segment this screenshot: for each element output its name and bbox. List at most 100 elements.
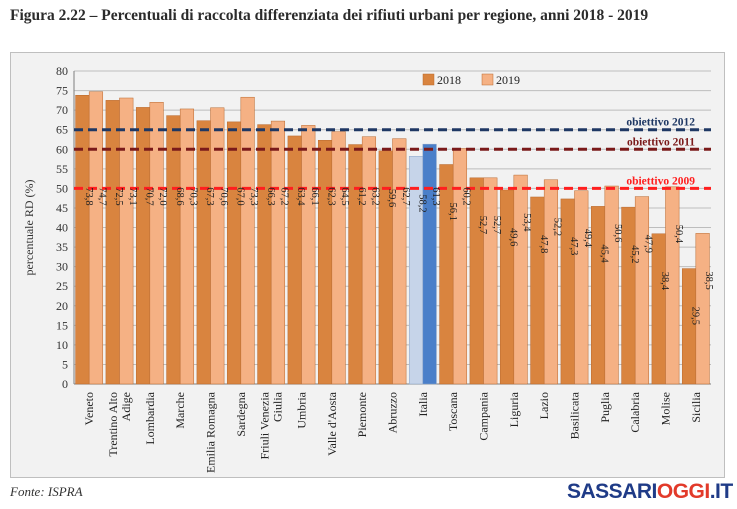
data-label-2019-15: 52,2 — [551, 218, 562, 236]
data-label-2018-15: 47,8 — [538, 235, 549, 253]
bar-2019-18 — [634, 196, 650, 385]
bar-2019-11 — [422, 143, 437, 385]
data-label-2019-11: 61,3 — [430, 187, 441, 205]
bar-2019-10 — [392, 138, 407, 385]
bar-chart: 0 5 10 15 20 25 30 35 40 45 50 55 60 65 70 75 80 percentu… — [22, 64, 714, 473]
bar-2018-1 — [105, 100, 120, 385]
y-tick-label: 60 — [56, 142, 68, 156]
y-axis-label: percentuale RD (%) — [22, 180, 36, 276]
data-label-2019-4: 70,6 — [218, 187, 229, 205]
data-label-2019-2: 72,0 — [157, 187, 168, 205]
data-label-2019-8: 64,5 — [339, 187, 350, 205]
y-tick-label: 5 — [62, 357, 68, 371]
data-label-2019-18: 47,9 — [642, 235, 653, 253]
data-label-2019-20: 38,5 — [703, 271, 714, 289]
data-label-2018-6: 66,3 — [265, 187, 276, 205]
y-tick-label: 20 — [56, 299, 68, 313]
data-label-2019-10: 62,7 — [400, 187, 411, 205]
category-label: Valle d'Aosta — [325, 391, 339, 455]
data-label-2018-11: 58,2 — [417, 194, 428, 212]
bar-2019-1 — [119, 97, 134, 385]
bar-2019-9 — [361, 136, 377, 385]
bar-2019-6 — [270, 120, 286, 385]
data-label-2019-1: 73,1 — [127, 187, 138, 205]
category-label: Veneto — [82, 392, 96, 425]
y-tick-label: 45 — [56, 201, 68, 215]
bar-2019-2 — [149, 102, 164, 385]
bar-2019-0 — [88, 91, 104, 385]
data-label-2018-19: 38,4 — [659, 272, 670, 291]
y-tick-label: 0 — [62, 377, 68, 391]
bar-2018-5 — [226, 121, 242, 385]
data-label-2018-4: 67,3 — [204, 187, 215, 205]
category-label: Sardegna — [234, 391, 248, 436]
data-label-2018-2: 70,7 — [144, 187, 155, 205]
data-label-2019-17: 50,6 — [612, 224, 623, 242]
data-label-2018-20: 29,5 — [690, 307, 701, 325]
bar-2018-13 — [469, 177, 484, 385]
brand-logo[interactable]: SASSARIOGGI.IT — [567, 480, 733, 504]
brand-part-1: SASSARI — [567, 480, 657, 503]
category-label: Adige — [119, 392, 133, 421]
data-label-2018-12: 56,1 — [447, 203, 458, 221]
bar-2019-4 — [210, 107, 225, 385]
category-label: Basilicata — [568, 391, 582, 439]
data-label-2019-19: 50,4 — [673, 225, 684, 244]
legend-label-2019: 2019 — [496, 73, 520, 87]
y-tick-label: 30 — [56, 260, 68, 274]
figure-title: Figura 2.22 – Percentuali di raccolta di… — [10, 7, 649, 24]
bar-2019-3 — [179, 108, 195, 385]
category-label: Italia — [416, 391, 430, 416]
data-label-2019-12: 60,2 — [460, 187, 471, 205]
data-label-2018-0: 73,8 — [83, 187, 94, 205]
legend-swatch-2019 — [481, 73, 494, 86]
y-tick-label: 40 — [56, 221, 68, 235]
data-label-2019-16: 49,4 — [582, 229, 593, 248]
category-label: Emilia Romagna — [204, 391, 218, 473]
brand-part-3: .IT — [709, 480, 734, 503]
y-tick-label: 15 — [56, 318, 68, 332]
category-label: Trentino Alto — [106, 392, 120, 457]
category-label: Liguria — [507, 391, 521, 427]
data-label-2018-10: 59,6 — [386, 189, 397, 207]
bar-2018-9 — [348, 144, 363, 385]
reference-line-label: obiettivo 2009 — [626, 175, 695, 187]
reference-line-label: obiettivo 2011 — [627, 136, 695, 148]
category-label: Piemonte — [355, 392, 369, 437]
data-label-2018-5: 67,0 — [235, 187, 246, 205]
bar-2019-17 — [604, 185, 619, 385]
legend-swatch-2018 — [422, 73, 435, 86]
bar-2019-16 — [574, 190, 589, 385]
data-label-2019-9: 63,2 — [369, 187, 380, 205]
y-tick-label: 80 — [56, 64, 68, 78]
bar-2019-12 — [452, 148, 468, 385]
data-label-2019-14: 53,4 — [521, 213, 532, 232]
y-tick-label: 55 — [56, 162, 68, 176]
data-label-2019-3: 70,3 — [187, 187, 198, 205]
category-label: Marche — [173, 392, 187, 429]
data-label-2019-0: 74,7 — [96, 187, 107, 205]
bar-2019-19 — [665, 186, 680, 385]
brand-part-2: OGGI — [656, 480, 710, 503]
reference-line-label: obiettivo 2012 — [626, 117, 695, 129]
legend: 2018 2019 — [422, 73, 520, 87]
bar-2018-19 — [651, 233, 666, 385]
bar-2019-13 — [483, 177, 498, 385]
bar-2018-3 — [166, 115, 181, 385]
source-note: Fonte: ISPRA — [10, 484, 83, 499]
data-label-2019-6: 67,2 — [278, 187, 289, 205]
data-label-2018-7: 63,4 — [295, 187, 306, 206]
category-label: Calabria — [628, 391, 642, 432]
data-label-2018-8: 62,3 — [326, 187, 337, 205]
bar-2019-7 — [301, 125, 316, 385]
bar-2018-4 — [196, 120, 211, 385]
bar-2018-8 — [317, 140, 333, 385]
category-label: Umbria — [295, 391, 309, 428]
data-label-2018-9: 61,2 — [356, 187, 367, 205]
y-tick-label: 70 — [56, 103, 68, 117]
data-label-2019-13: 52,7 — [491, 216, 502, 234]
category-label: Toscana — [446, 391, 460, 431]
y-tick-label: 25 — [56, 279, 68, 293]
bar-2018-20 — [681, 268, 697, 385]
data-label-2018-3: 68,6 — [174, 187, 185, 205]
